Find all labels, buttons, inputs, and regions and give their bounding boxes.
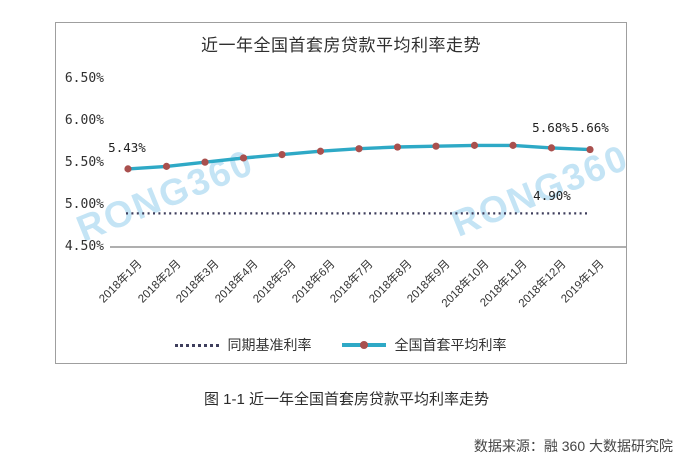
legend-item-benchmark: 同期基准利率: [174, 335, 312, 355]
figure-caption: 图 1-1 近一年全国首套房贷款平均利率走势: [203, 391, 490, 408]
chart-panel: [55, 22, 627, 364]
benchmark-value-label: 4.90%: [533, 188, 571, 203]
dotted-line-swatch: [174, 343, 219, 347]
legend-label-benchmark: 同期基准利率: [227, 337, 312, 353]
y-axis-tick: 4.50%: [64, 239, 104, 254]
jan2019-value-label: 5.66%: [571, 120, 609, 135]
y-axis-tick: 5.50%: [64, 155, 104, 170]
marker-dot-swatch: [359, 340, 368, 349]
legend-item-average: 全国首套平均利率: [341, 335, 507, 355]
data-source: 数据来源：融 360 大数据研究院: [473, 438, 673, 454]
y-axis-tick: 6.00%: [64, 113, 104, 128]
dec2018-value-label: 5.68%: [532, 120, 570, 135]
chart-title: 近一年全国首套房贷款平均利率走势: [201, 36, 481, 55]
start-value-label: 5.43%: [108, 140, 146, 155]
y-axis-tick: 6.50%: [64, 71, 104, 86]
legend: 同期基准利率 全国首套平均利率: [55, 334, 626, 356]
line-swatch: [341, 340, 386, 349]
legend-label-average: 全国首套平均利率: [394, 337, 507, 353]
y-axis-tick: 5.00%: [64, 197, 104, 212]
